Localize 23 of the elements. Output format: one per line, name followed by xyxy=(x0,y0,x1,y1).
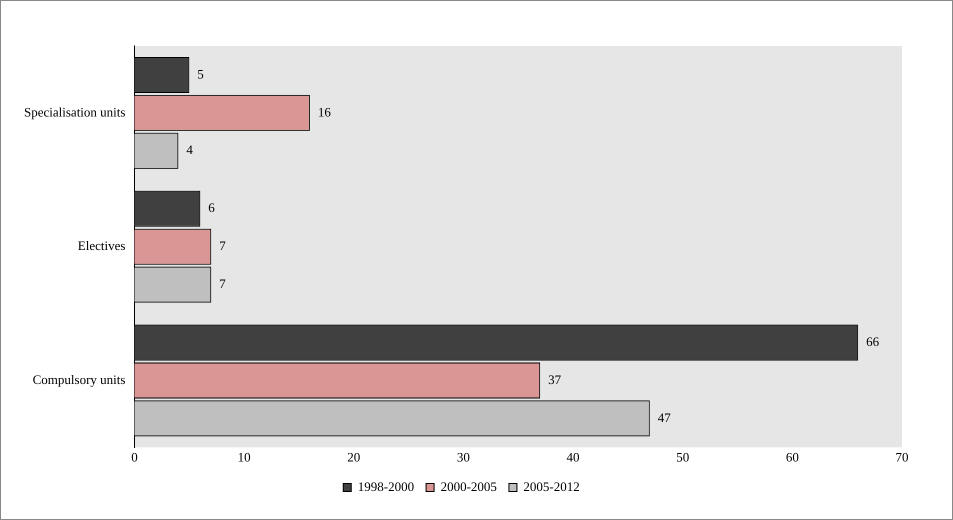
data-label: 47 xyxy=(658,410,672,425)
x-tick-label: 0 xyxy=(131,450,138,465)
data-label: 6 xyxy=(208,200,216,216)
legend-label: 2000-2005 xyxy=(440,478,497,494)
y-tick-label: Specialisation units xyxy=(24,104,126,120)
x-tick-label: 10 xyxy=(238,450,251,465)
x-tick-label: 70 xyxy=(896,450,908,465)
x-tick-label: 50 xyxy=(676,450,690,465)
data-label: 37 xyxy=(548,372,562,387)
data-label: 66 xyxy=(866,334,880,350)
data-label: 5 xyxy=(197,66,204,82)
x-tick-label: 30 xyxy=(456,450,470,465)
x-tick-label: 20 xyxy=(347,450,360,465)
x-tick-label: 60 xyxy=(786,450,799,465)
data-label: 7 xyxy=(219,238,226,254)
data-label: 16 xyxy=(318,104,332,120)
legend-label: 1998-2000 xyxy=(358,478,414,494)
data-label: 4 xyxy=(186,142,194,158)
y-tick-label: Electives xyxy=(78,238,126,254)
y-tick-label: Compulsory units xyxy=(32,372,126,387)
data-label: 7 xyxy=(219,276,226,292)
x-tick-label: 40 xyxy=(566,450,580,465)
legend-label: 2005-2012 xyxy=(523,478,580,494)
